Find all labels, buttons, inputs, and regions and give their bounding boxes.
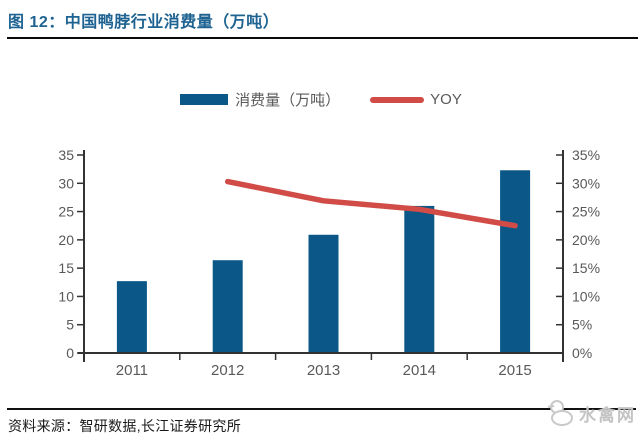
bar-series-swatch: [180, 94, 229, 105]
chart-area: 0 5 10 15 20 25 30 35 0% 5% 10% 15% 20% 25% 30% 35% 2011…: [0, 122, 642, 397]
y-axis-label-left: 20: [58, 232, 74, 248]
y-axis-label-right: 25%: [572, 204, 600, 220]
y-axis-label-left: 30: [58, 175, 74, 191]
y-axis-label-left: 15: [58, 260, 74, 276]
source-note: 资料来源：智研数据,长江证券研究所: [8, 418, 241, 434]
y-axis-label-left: 0: [66, 345, 74, 361]
x-axis-label: 2015: [498, 362, 531, 379]
bar-2012: [212, 260, 243, 353]
waterfowl-logo-icon: [547, 400, 573, 426]
watermark: 水禽网: [545, 398, 636, 428]
figure-title: 图 12：中国鸭脖行业消费量（万吨）: [8, 14, 280, 31]
x-axis-label: 2011: [116, 362, 148, 379]
legend-label-consumption: 消费量（万吨）: [235, 92, 341, 109]
y-axis-label-right: 10%: [572, 288, 600, 304]
legend-item-consumption: 消费量（万吨）: [180, 89, 340, 110]
legend-item-yoy: YOY: [370, 91, 462, 108]
bar-2011: [116, 281, 147, 353]
title-divider: [7, 37, 638, 39]
bar-2013: [308, 234, 339, 353]
chart-svg: 0 5 10 15 20 25 30 35 0% 5% 10% 15% 20% 25% 30% 35% 2011…: [58, 147, 600, 379]
legend-label-yoy: YOY: [430, 91, 462, 108]
x-axis-label: 2012: [211, 362, 244, 379]
y-axis-label-right: 20%: [572, 232, 600, 248]
line-series-swatch: [370, 96, 425, 103]
y-axis-label-right: 15%: [572, 260, 600, 276]
bar-2015: [500, 170, 531, 353]
x-axis-label: 2013: [307, 362, 340, 379]
y-axis-label-right: 30%: [572, 175, 600, 191]
y-axis-label-left: 25: [58, 204, 74, 220]
y-axis-label-left: 5: [66, 317, 74, 333]
y-axis-label-right: 35%: [572, 147, 600, 163]
chart-legend: 消费量（万吨） YOY: [0, 89, 642, 110]
watermark-text: 水禽网: [579, 405, 636, 425]
yoy-line: [224, 178, 518, 229]
y-axis-label-right: 5%: [572, 317, 592, 333]
y-axis-label-left: 10: [58, 288, 74, 304]
bar-2014: [404, 205, 435, 353]
y-axis-label-right: 0%: [572, 345, 592, 361]
x-axis-label: 2014: [403, 362, 436, 379]
y-axis-label-left: 35: [58, 147, 74, 163]
footer-divider: [7, 408, 636, 410]
